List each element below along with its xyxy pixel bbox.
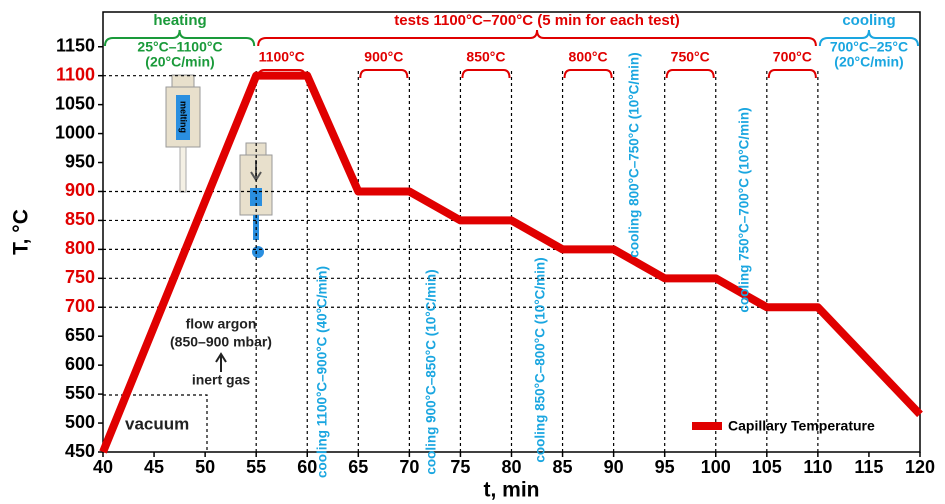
- cooling-step-label: cooling 750°C–700°C (10°C/min): [737, 107, 752, 312]
- cooling-brace: [818, 29, 919, 47]
- y-tick-label: 450: [65, 441, 95, 461]
- x-tick-label: 105: [752, 457, 782, 477]
- melting-label: melting: [179, 101, 189, 133]
- vacuum-label: vacuum: [125, 414, 189, 433]
- cooling-range: 700°C–25°C: [830, 39, 908, 55]
- hold-bracket: [563, 69, 613, 79]
- vacuum-box: [103, 394, 208, 452]
- x-tick-label: 65: [348, 457, 368, 477]
- capillary: [179, 146, 187, 193]
- cooling-step-label: cooling 800°C–750°C (10°C/min): [627, 52, 642, 257]
- y-tick-label: 850: [65, 209, 95, 229]
- hold-bracket: [767, 69, 817, 79]
- hold-label: 850°C: [466, 49, 505, 65]
- gas-label: (850–900 mbar): [170, 334, 272, 350]
- y-tick-label: 600: [65, 354, 95, 374]
- x-tick-label: 50: [195, 457, 215, 477]
- x-tick-label: 100: [701, 457, 731, 477]
- x-tick-label: 45: [144, 457, 164, 477]
- cooling-step-label: cooling 1100°C–900°C (40°C/min): [315, 266, 330, 478]
- hold-label: 750°C: [671, 49, 710, 65]
- x-tick-label: 60: [297, 457, 317, 477]
- hold-label: 900°C: [364, 49, 403, 65]
- y-tick-label: 1150: [56, 35, 95, 55]
- x-tick-label: 75: [450, 457, 470, 477]
- cooling-rate: (20°C/min): [834, 54, 903, 70]
- hold-label: 800°C: [569, 49, 608, 65]
- hold-label: 1100°C: [259, 49, 305, 65]
- x-tick-label: 85: [553, 457, 573, 477]
- cooling-title: cooling: [842, 12, 895, 29]
- droplet: [252, 246, 264, 258]
- hold-bracket: [257, 69, 307, 79]
- x-tick-label: 110: [803, 457, 832, 477]
- y-tick-label: 500: [65, 412, 95, 432]
- x-tick-label: 80: [501, 457, 521, 477]
- y-tick-label: 700: [65, 296, 95, 316]
- device-illustration: [165, 74, 273, 258]
- y-tick-label: 1050: [55, 93, 95, 113]
- y-axis-title: T, °C: [10, 209, 33, 255]
- heating-title: heating: [153, 12, 206, 29]
- heating-rate: (20°C/min): [145, 54, 214, 70]
- y-tick-label: 650: [65, 325, 95, 345]
- y-tick-label: 1000: [55, 122, 95, 142]
- y-tick-label: 1100: [56, 64, 95, 84]
- y-tick-label: 800: [65, 238, 95, 258]
- heating-range: 25°C–1100°C: [137, 39, 222, 55]
- tests-brace: [257, 29, 817, 47]
- y-tick-label: 750: [65, 267, 95, 287]
- hold-bracket: [359, 69, 409, 79]
- gas-arrow: [215, 352, 227, 372]
- cooling-step-label: cooling 850°C–800°C (10°C/min): [533, 257, 548, 462]
- cooling-step-label: cooling 900°C–850°C (10°C/min): [424, 269, 439, 474]
- holder-cap: [171, 74, 195, 88]
- x-tick-label: 95: [655, 457, 675, 477]
- gas-label: flow argon: [186, 316, 257, 332]
- tests-title: tests 1100°C–700°C (5 min for each test): [394, 12, 679, 29]
- x-tick-label: 55: [246, 457, 266, 477]
- x-axis-title: t, min: [484, 479, 540, 502]
- x-tick-label: 115: [854, 457, 883, 477]
- heating-brace: [104, 29, 256, 47]
- y-tick-label: 550: [65, 383, 95, 403]
- y-tick-label: 950: [65, 151, 95, 171]
- x-tick-label: 70: [399, 457, 419, 477]
- hold-bracket: [461, 69, 511, 79]
- gas-label: inert gas: [192, 372, 251, 388]
- x-tick-label: 90: [604, 457, 624, 477]
- melt: [176, 95, 190, 140]
- y-tick-label: 900: [65, 180, 95, 200]
- x-tick-label: 40: [93, 457, 113, 477]
- hold-bracket: [665, 69, 715, 79]
- data-line: [99, 71, 923, 454]
- hold-label: 700°C: [773, 49, 812, 65]
- x-tick-label: 120: [905, 457, 935, 477]
- legend-label: Capillary Temperature: [728, 418, 875, 434]
